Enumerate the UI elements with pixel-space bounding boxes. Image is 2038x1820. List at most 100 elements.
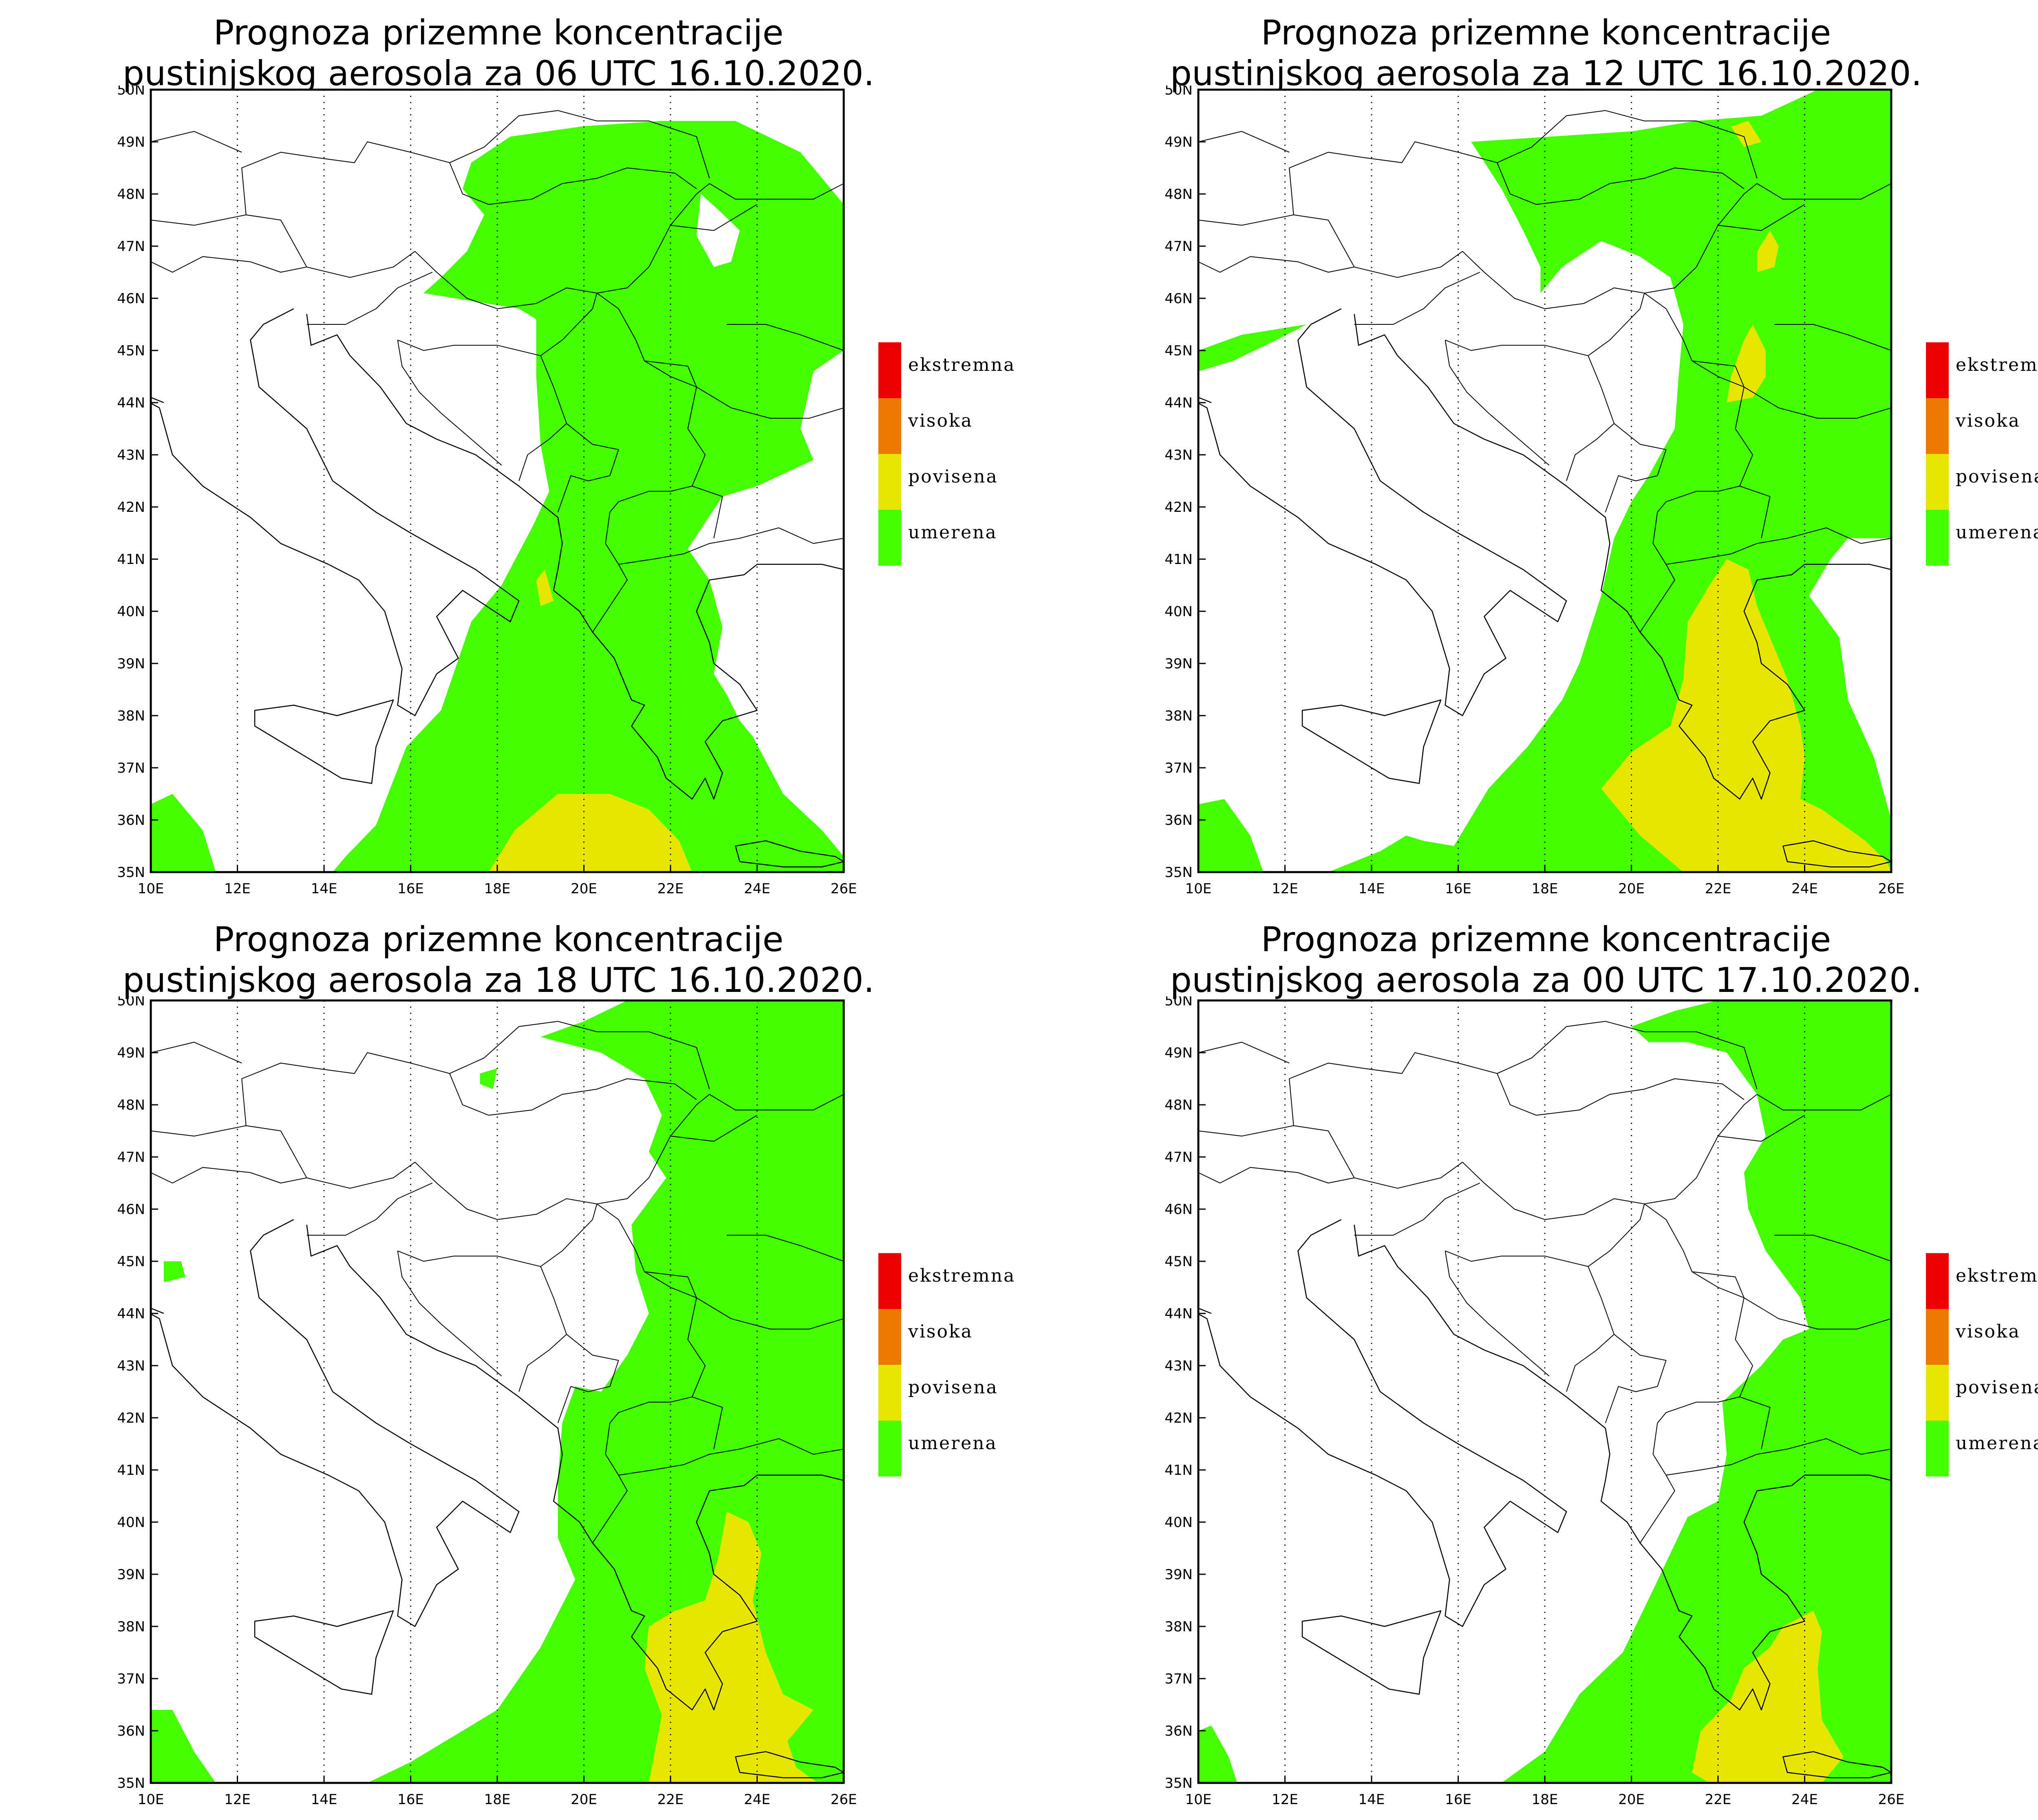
concentration-area-povisena — [1727, 324, 1766, 403]
legend-label-visoka: visoka — [1956, 1321, 2020, 1342]
panel-title: Prognoza prizemne koncentracije pustinjsk… — [1098, 919, 1994, 1000]
legend-swatch-ekstremna — [1926, 1253, 1949, 1309]
legend-label-visoka: visoka — [908, 410, 973, 431]
lon-tick-label: 16E — [397, 1791, 424, 1808]
lat-tick-label: 44N — [117, 395, 145, 411]
lat-tick-label: 35N — [1165, 864, 1193, 881]
coastlines-borders — [151, 1021, 844, 1778]
lat-tick-label: 49N — [117, 134, 145, 150]
legend-label-povisena: povisena — [1956, 466, 2038, 487]
lon-tick-label: 12E — [1272, 881, 1298, 897]
legend-label-ekstremna: ekstremna — [908, 1265, 1016, 1286]
lat-tick-label: 49N — [1165, 134, 1193, 150]
legend-label-povisena: povisena — [908, 466, 998, 487]
lon-tick-label: 10E — [1185, 1791, 1212, 1808]
legend-swatch-visoka — [878, 398, 901, 454]
lat-tick-label: 36N — [1165, 1723, 1193, 1739]
coastlines-borders — [151, 110, 844, 868]
lon-tick-label: 20E — [1618, 881, 1645, 897]
legend-swatch-ekstremna — [878, 342, 901, 398]
lon-tick-label: 12E — [224, 881, 251, 897]
lon-tick-label: 10E — [138, 1791, 164, 1808]
lon-tick-label: 14E — [311, 881, 337, 897]
concentration-area-povisena — [488, 794, 693, 872]
lat-tick-label: 35N — [1165, 1775, 1193, 1791]
lat-tick-label: 46N — [1165, 291, 1193, 307]
lon-tick-label: 22E — [1705, 1791, 1731, 1808]
lat-tick-label: 45N — [117, 1254, 145, 1270]
concentration-area-povisena — [1692, 1611, 1844, 1783]
legend-swatch-ekstremna — [878, 1253, 901, 1309]
lat-tick-label: 44N — [1165, 395, 1193, 411]
legend-label-visoka: visoka — [1956, 410, 2020, 431]
lat-tick-label: 47N — [1165, 238, 1193, 255]
lat-tick-label: 36N — [1165, 812, 1193, 828]
lat-tick-label: 48N — [1165, 1097, 1193, 1113]
lon-tick-label: 26E — [831, 1791, 857, 1808]
legend-swatch-umerena — [878, 510, 901, 566]
lat-tick-label: 35N — [117, 864, 145, 881]
clear-area — [696, 194, 740, 267]
lat-tick-label: 49N — [1165, 1045, 1193, 1061]
lat-tick-label: 40N — [117, 1514, 145, 1531]
title-line-1: Prognoza prizemne koncentracije — [213, 13, 784, 53]
legend-swatch-ekstremna — [1926, 342, 1949, 398]
lat-tick-label: 43N — [1165, 447, 1193, 463]
lat-tick-label: 48N — [1165, 186, 1193, 203]
lat-tick-label: 42N — [1165, 1410, 1193, 1426]
concentration-area-povisena — [1601, 559, 1891, 872]
lon-tick-label: 22E — [657, 881, 684, 897]
lon-tick-label: 12E — [1272, 1791, 1298, 1808]
panel-title: Prognoza prizemne koncentracije pustinjsk… — [1098, 12, 1994, 94]
lon-tick-label: 24E — [744, 881, 770, 897]
title-line-1: Prognoza prizemne koncentracije — [1261, 13, 1831, 53]
lon-tick-label: 24E — [744, 1791, 770, 1808]
concentration-area-povisena — [644, 1512, 818, 1783]
lat-tick-label: 44N — [117, 1306, 145, 1322]
legend-label-visoka: visoka — [908, 1321, 973, 1342]
lat-tick-label: 42N — [117, 499, 145, 516]
lon-tick-label: 18E — [484, 1791, 511, 1808]
lat-tick-label: 44N — [1165, 1306, 1193, 1322]
legend-swatch-povisena — [1926, 1365, 1949, 1421]
lat-tick-label: 41N — [1165, 1462, 1193, 1478]
concentration-area-umerena — [151, 794, 216, 872]
lat-tick-label: 43N — [117, 1358, 145, 1374]
concentration-area-umerena — [1198, 324, 1307, 372]
lat-tick-label: 45N — [117, 343, 145, 359]
lon-tick-label: 10E — [138, 881, 164, 897]
lat-tick-label: 40N — [1165, 1514, 1193, 1531]
lon-tick-label: 14E — [1359, 1791, 1385, 1808]
lat-tick-label: 43N — [1165, 1358, 1193, 1374]
concentration-area-umerena — [480, 1068, 497, 1089]
lon-tick-label: 18E — [484, 881, 511, 897]
lon-tick-label: 18E — [1532, 881, 1558, 897]
lon-tick-label: 26E — [1878, 881, 1905, 897]
lat-tick-label: 50N — [1165, 996, 1193, 1009]
lon-tick-label: 22E — [657, 1791, 684, 1808]
concentration-area-umerena — [1501, 1000, 1891, 1783]
lon-tick-label: 24E — [1791, 881, 1818, 897]
lon-tick-label: 14E — [1359, 881, 1385, 897]
lat-tick-label: 40N — [1165, 604, 1193, 620]
lat-tick-label: 42N — [117, 1410, 145, 1426]
lat-tick-label: 38N — [1165, 708, 1193, 724]
lat-tick-label: 46N — [117, 1201, 145, 1218]
lon-tick-label: 22E — [1705, 881, 1731, 897]
lat-tick-label: 47N — [117, 238, 145, 255]
concentration-area-umerena — [151, 1710, 216, 1783]
lon-tick-label: 10E — [1185, 881, 1212, 897]
forecast-map: 10E 12E 14E 16E 18E 20E 22E 24E 26E 35N 36N 37N 38N 3… — [117, 86, 857, 897]
lat-tick-label: 37N — [117, 1671, 145, 1687]
coastlines-borders — [1198, 110, 1891, 868]
lat-tick-label: 48N — [117, 1097, 145, 1113]
title-line-2: pustinjskog aerosola za 12 UTC 16.10.202… — [1170, 53, 1922, 93]
panel-title: Prognoza prizemne koncentracije pustinjsk… — [50, 12, 947, 94]
lat-tick-label: 42N — [1165, 499, 1193, 516]
lon-tick-label: 20E — [571, 1791, 597, 1808]
concentration-area-povisena — [536, 569, 554, 606]
panel-title: Prognoza prizemne koncentracije pustinjsk… — [50, 919, 947, 1000]
lon-tick-label: 20E — [571, 881, 597, 897]
lat-tick-label: 36N — [117, 1723, 145, 1739]
